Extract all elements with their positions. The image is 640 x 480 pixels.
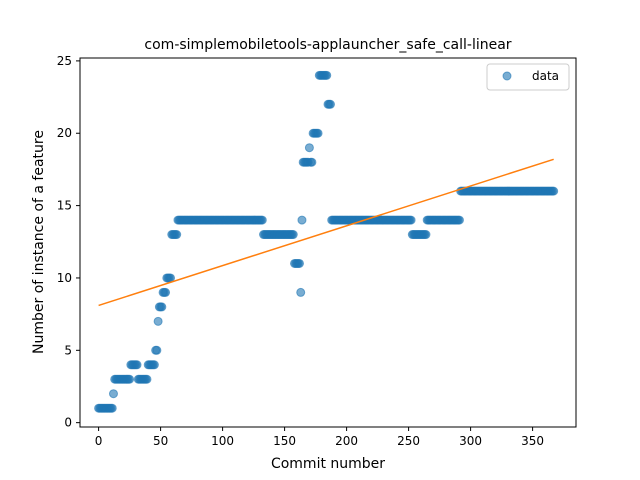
- data-point: [153, 316, 163, 326]
- plot-frame: [79, 57, 577, 428]
- y-axis: 0 5 10 15 20 25: [57, 54, 80, 430]
- x-tick-label: 200: [335, 434, 358, 448]
- data-point: [152, 345, 162, 355]
- x-tick-label: 300: [459, 434, 482, 448]
- y-tick-label: 0: [64, 416, 72, 430]
- legend-label-data: data: [532, 69, 559, 83]
- data-point: [421, 230, 431, 240]
- data-point: [549, 186, 559, 196]
- fit-line: [98, 158, 554, 307]
- data-point: [454, 215, 464, 225]
- data-point: [288, 230, 298, 240]
- y-axis-label: Number of instance of a feature: [31, 130, 47, 354]
- x-tick-label: 250: [397, 434, 420, 448]
- data-point: [142, 374, 152, 384]
- data-point: [297, 215, 307, 225]
- legend-box: [486, 63, 570, 91]
- data-point: [304, 143, 314, 153]
- data-point: [149, 360, 159, 370]
- data-point: [108, 389, 118, 399]
- data-point: [172, 230, 182, 240]
- data-point: [132, 360, 142, 370]
- x-tick-label: 0: [95, 434, 103, 448]
- data-point: [107, 403, 117, 413]
- data-point: [313, 128, 323, 138]
- data-point: [296, 287, 306, 297]
- data-point: [325, 99, 335, 109]
- x-tick-label: 100: [211, 434, 234, 448]
- y-tick-label: 5: [64, 343, 72, 357]
- data-point: [157, 302, 167, 312]
- y-tick-label: 20: [57, 126, 72, 140]
- x-tick-label: 150: [273, 434, 296, 448]
- x-axis-label: Commit number: [271, 456, 385, 472]
- x-tick-label: 350: [521, 434, 544, 448]
- plot-area: [94, 70, 559, 413]
- x-axis: 0 50 100 150 200 250 300 350: [95, 427, 544, 448]
- data-point: [161, 287, 171, 297]
- legend: data: [486, 63, 570, 91]
- data-point: [257, 215, 267, 225]
- y-tick-label: 10: [57, 271, 72, 285]
- data-point: [307, 157, 317, 167]
- x-tick-label: 50: [153, 434, 168, 448]
- data-point: [406, 215, 416, 225]
- y-tick-label: 25: [57, 54, 72, 68]
- y-tick-label: 15: [57, 199, 72, 213]
- data-point: [294, 258, 304, 268]
- data-point: [125, 374, 135, 384]
- data-point: [322, 70, 332, 80]
- legend-marker-data: [502, 71, 512, 81]
- chart-title: com-simplemobiletools-applauncher_safe_c…: [144, 37, 511, 53]
